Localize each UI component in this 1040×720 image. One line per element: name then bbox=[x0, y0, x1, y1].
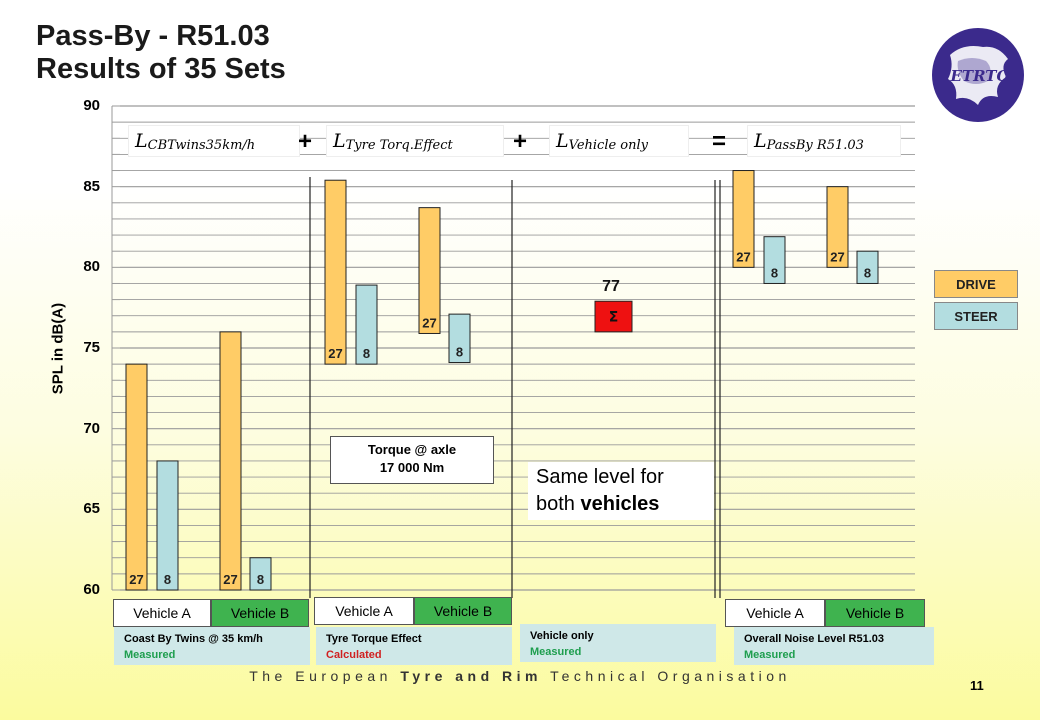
same-level-line-2: both vehicles bbox=[536, 491, 706, 518]
footer-part-2: Tyre and Rim bbox=[400, 668, 542, 684]
footer-part-1: The European bbox=[249, 668, 401, 684]
bar-label: 8 bbox=[363, 346, 370, 361]
bar-label: 8 bbox=[456, 345, 463, 360]
bar-steer bbox=[355, 284, 378, 365]
formula-term3-main: L bbox=[556, 130, 569, 152]
y-axis-title: SPL in dB(A) bbox=[49, 302, 67, 395]
same-level-line-1: Same level for bbox=[536, 466, 664, 488]
formula-term-vehicle: L Vehicle only bbox=[549, 125, 689, 157]
bar-label: 27 bbox=[422, 315, 436, 330]
footer-part-3: Technical Organisation bbox=[542, 668, 791, 684]
title-line-1: Pass-By - R51.03 bbox=[36, 20, 270, 52]
bar-steer bbox=[448, 313, 471, 364]
same-level-note: Same level for both vehicles bbox=[528, 462, 714, 520]
group-desc-overall: Overall Noise Level R51.03 Measured bbox=[734, 627, 934, 665]
formula-term-torque: L Tyre Torq.Effect bbox=[326, 125, 504, 157]
vehicle-b-label-group4: Vehicle B bbox=[825, 599, 925, 627]
vehicle-a-label-group1: Vehicle A bbox=[113, 599, 211, 627]
group3-sub: Measured bbox=[530, 646, 582, 658]
y-tick-label: 80 bbox=[83, 258, 100, 276]
y-tick-label: 65 bbox=[83, 500, 100, 518]
bar-drive bbox=[125, 363, 148, 591]
y-tick-label: 75 bbox=[83, 339, 100, 356]
sigma-symbol: Σ bbox=[609, 310, 619, 326]
bar-drive bbox=[324, 179, 347, 365]
formula-term-cbtwins: L CBTwins35km/h bbox=[128, 125, 300, 157]
formula-term1-sub: CBTwins35km/h bbox=[147, 138, 256, 153]
vehicle-a-label-group2: Vehicle A bbox=[314, 597, 414, 625]
formula-term3-sub: Vehicle only bbox=[568, 138, 649, 153]
bar-drive bbox=[826, 186, 849, 268]
y-tick-label: 85 bbox=[83, 177, 100, 195]
torque-annotation: Torque @ axle 17 000 Nm bbox=[330, 436, 494, 484]
legend-steer: STEER bbox=[934, 302, 1018, 330]
formula-term2-sub: Tyre Torq.Effect bbox=[345, 138, 453, 153]
footer-organisation: The European Tyre and Rim Technical Orga… bbox=[0, 668, 1040, 684]
title-line-2: Results of 35 Sets bbox=[36, 53, 286, 85]
group1-sub: Measured bbox=[124, 649, 176, 661]
formula-equals: = bbox=[712, 128, 727, 155]
bar-label: 27 bbox=[223, 572, 237, 587]
formula-term4-main: L bbox=[754, 130, 767, 152]
formula-plus-2: + bbox=[513, 128, 528, 155]
bar-drive bbox=[418, 207, 441, 334]
formula-term2-main: L bbox=[333, 130, 346, 152]
page-number: 11 bbox=[970, 678, 984, 693]
vehicle-b-label-group2: Vehicle B bbox=[414, 597, 512, 625]
group3-title: Vehicle only bbox=[530, 630, 594, 642]
torque-line-1: Torque @ axle bbox=[367, 442, 457, 457]
bar-steer bbox=[763, 236, 786, 284]
y-tick-label: 60 bbox=[83, 581, 100, 598]
formula-plus-1: + bbox=[298, 128, 313, 155]
group2-title: Tyre Torque Effect bbox=[326, 633, 422, 645]
group2-sub: Calculated bbox=[326, 649, 382, 661]
bar-steer bbox=[856, 250, 879, 284]
formula-term-passby: L PassBy R51.03 bbox=[747, 125, 901, 157]
bar-drive bbox=[219, 331, 242, 591]
bar-drive bbox=[732, 170, 755, 268]
bar-label: 8 bbox=[864, 265, 871, 280]
logo-text: ETRTO bbox=[949, 67, 1009, 85]
sigma-value-label: 77 bbox=[602, 278, 620, 295]
vehicle-a-label-group4: Vehicle A bbox=[725, 599, 825, 627]
bar-label: 27 bbox=[830, 249, 844, 264]
vehicle-b-label-group1: Vehicle B bbox=[211, 599, 309, 627]
legend-drive: DRIVE bbox=[934, 270, 1018, 298]
bar-label: 27 bbox=[736, 249, 750, 264]
same-level-both: both bbox=[536, 493, 581, 515]
group4-sub: Measured bbox=[744, 649, 796, 661]
page-title: Pass-By - R51.03 Results of 35 Sets bbox=[36, 20, 286, 86]
group-desc-torque: Tyre Torque Effect Calculated bbox=[316, 627, 512, 665]
bar-label: 27 bbox=[328, 346, 342, 361]
torque-line-2: 17 000 Nm bbox=[379, 460, 445, 475]
group1-title: Coast By Twins @ 35 km/h bbox=[124, 633, 263, 645]
bar-steer bbox=[156, 460, 179, 591]
bar-label: 8 bbox=[771, 265, 778, 280]
bar-label: 8 bbox=[257, 572, 264, 587]
sigma-bar bbox=[594, 300, 633, 333]
same-level-vehicles: vehicles bbox=[580, 493, 660, 515]
group4-title: Overall Noise Level R51.03 bbox=[744, 633, 885, 645]
y-tick-label: 70 bbox=[83, 419, 100, 437]
etrto-logo: ETRTO bbox=[932, 28, 1024, 122]
group-desc-coast-by: Coast By Twins @ 35 km/h Measured bbox=[114, 627, 310, 665]
bar-steer bbox=[249, 557, 272, 591]
group-desc-vehicle-only: Vehicle only Measured bbox=[520, 624, 716, 662]
formula-term4-sub: PassBy R51.03 bbox=[766, 138, 864, 153]
y-tick-label: 90 bbox=[83, 97, 100, 114]
bar-label: 8 bbox=[164, 572, 171, 587]
bar-label: 27 bbox=[129, 572, 143, 587]
formula-term1-main: L bbox=[135, 130, 148, 152]
